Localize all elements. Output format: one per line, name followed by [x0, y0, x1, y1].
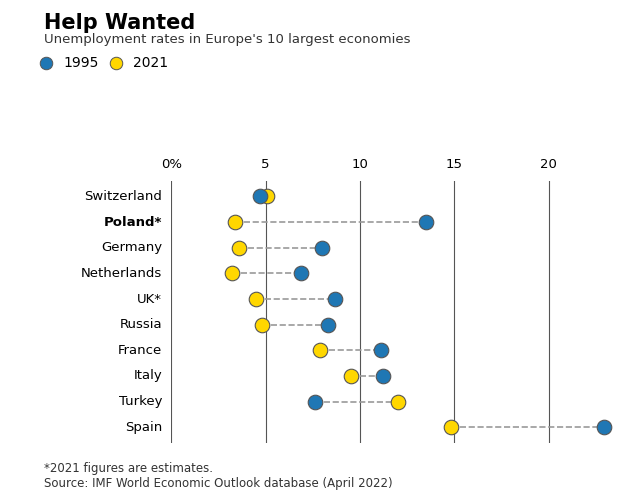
Point	[257, 320, 267, 328]
Point	[346, 372, 356, 380]
Text: Germany: Germany	[101, 241, 162, 254]
Point	[421, 218, 431, 226]
Point	[262, 193, 273, 201]
Point	[297, 270, 307, 278]
Text: Switzerland: Switzerland	[84, 190, 162, 203]
Text: 1995: 1995	[63, 56, 99, 70]
Text: Turkey: Turkey	[119, 395, 162, 408]
Text: Unemployment rates in Europe's 10 largest economies: Unemployment rates in Europe's 10 larges…	[44, 33, 411, 46]
Point	[251, 295, 261, 303]
Text: Italy: Italy	[134, 370, 162, 382]
Point	[598, 423, 609, 431]
Text: Netherlands: Netherlands	[81, 267, 162, 280]
Text: Poland*: Poland*	[104, 216, 162, 228]
Point	[234, 244, 244, 252]
Point	[309, 397, 320, 405]
Text: 2021: 2021	[133, 56, 168, 70]
Point	[226, 270, 236, 278]
Point	[317, 244, 327, 252]
Point	[330, 295, 340, 303]
Point	[446, 423, 456, 431]
Text: UK*: UK*	[138, 293, 162, 305]
Text: Russia: Russia	[120, 318, 162, 331]
Point	[376, 346, 386, 354]
Point	[230, 218, 240, 226]
Point	[255, 193, 265, 201]
Text: France: France	[118, 344, 162, 357]
Point	[392, 397, 403, 405]
Text: *2021 figures are estimates.
Source: IMF World Economic Outlook database (April : *2021 figures are estimates. Source: IMF…	[44, 462, 393, 490]
Point	[323, 320, 333, 328]
Text: Help Wanted: Help Wanted	[44, 13, 196, 33]
Point	[378, 372, 388, 380]
Text: Spain: Spain	[125, 421, 162, 434]
Point	[315, 346, 325, 354]
